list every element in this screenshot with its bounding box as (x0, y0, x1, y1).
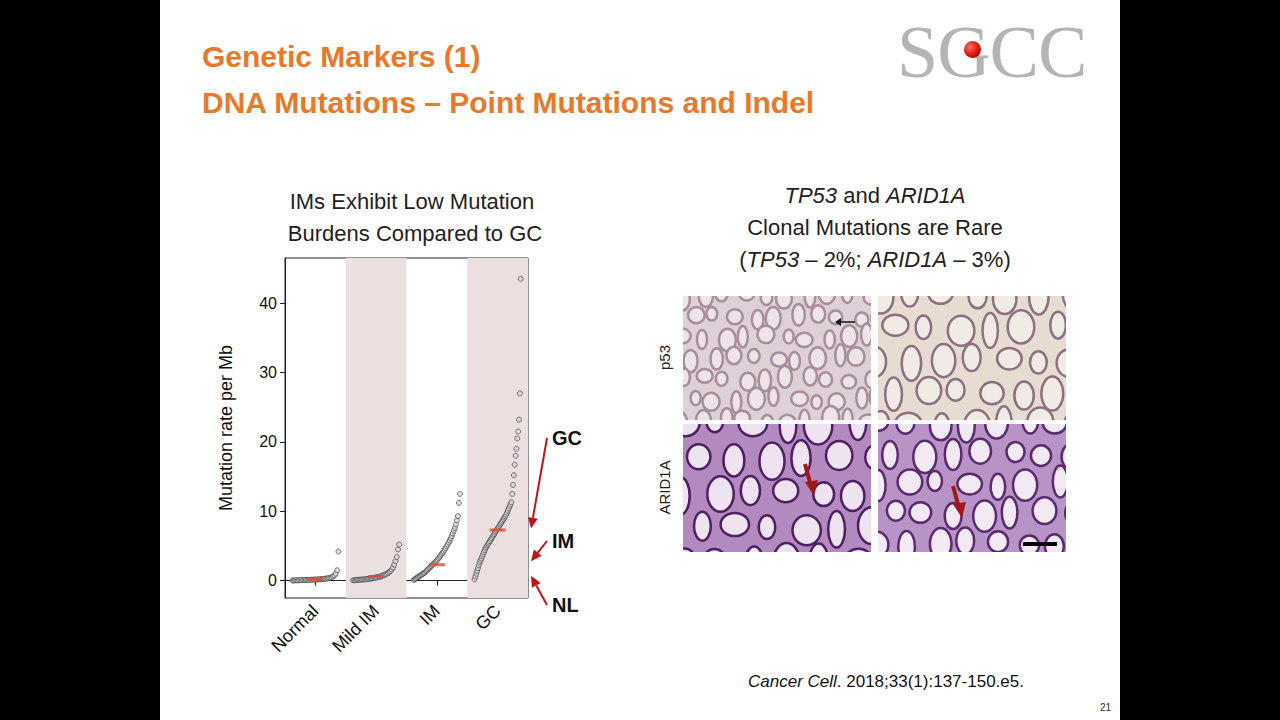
svg-text:40: 40 (259, 295, 277, 312)
svg-text:IM: IM (552, 530, 574, 552)
html-text:Genetic Markers (1): Genetic Markers (1) (202, 40, 481, 73)
html-text:DNA Mutations – Point Mutation: DNA Mutations – Point Mutations and Inde… (202, 86, 815, 119)
html-text:ARID1A: ARID1A (655, 460, 673, 515)
html-text:21: 21 (1100, 702, 1112, 713)
svg-text:NL: NL (552, 594, 579, 616)
svg-text:0: 0 (268, 572, 277, 589)
svg-text:GC: GC (552, 427, 582, 449)
html-text:Clonal Mutations are Rare: Clonal Mutations are Rare (747, 215, 1003, 240)
svg-text:Normal: Normal (267, 601, 322, 656)
svg-text:Mild IM: Mild IM (328, 601, 383, 656)
html-text:p53: p53 (655, 345, 673, 370)
html-text:(TP53 – 2%; ARID1A – 3%): (TP53 – 2%; ARID1A – 3%) (739, 247, 1011, 272)
svg-text:10: 10 (259, 503, 277, 520)
svg-text:Mutation rate per Mb: Mutation rate per Mb (216, 345, 236, 511)
svg-text:Burdens Compared to GC: Burdens Compared to GC (288, 221, 542, 246)
html-text:TP53 and ARID1A: TP53 and ARID1A (784, 183, 966, 208)
html-text:S G C C: S G C C (897, 11, 1087, 93)
svg-text:20: 20 (259, 433, 277, 450)
svg-text:GC: GC (471, 601, 504, 634)
svg-text:30: 30 (259, 364, 277, 381)
html-text:Cancer Cell. 2018;33(1):137-15: Cancer Cell. 2018;33(1):137-150.e5. (748, 672, 1024, 691)
svg-text:IM: IM (416, 601, 444, 629)
svg-text:IMs Exhibit Low Mutation: IMs Exhibit Low Mutation (290, 189, 541, 214)
